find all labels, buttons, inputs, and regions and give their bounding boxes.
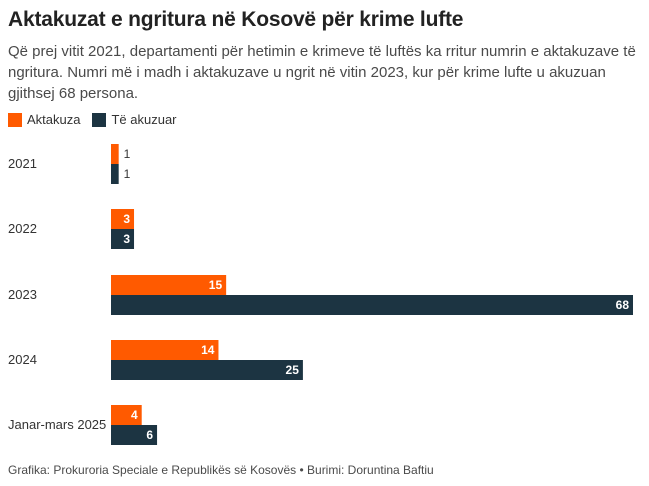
data-label: 14	[201, 343, 215, 357]
legend-item-te-akuzuar: Të akuzuar	[92, 112, 177, 127]
chart-footer: Grafika: Prokuroria Speciale e Republikë…	[8, 463, 434, 477]
bar-aktakuza	[111, 340, 219, 360]
category-label: 2023	[8, 287, 37, 302]
data-label: 15	[209, 278, 223, 292]
category-label: 2024	[8, 352, 37, 367]
legend-label-aktakuza: Aktakuza	[27, 112, 81, 127]
legend-swatch-te-akuzuar	[92, 112, 107, 127]
legend-swatch-aktakuza	[8, 112, 22, 127]
bar-te-akuzuar	[111, 295, 633, 315]
category-label: 2022	[8, 221, 37, 236]
bar-te-akuzuar	[111, 425, 158, 445]
bar-aktakuza	[111, 209, 135, 229]
category-label: Janar-mars 2025	[8, 417, 106, 432]
data-label: 3	[123, 232, 130, 246]
legend: Aktakuza Të akuzuar	[8, 112, 189, 127]
category-label: 2021	[8, 156, 37, 171]
data-label: 4	[131, 408, 138, 422]
bar-aktakuza	[111, 405, 142, 425]
bar-aktakuza	[111, 144, 119, 164]
data-label: 3	[123, 212, 130, 226]
data-label: 6	[146, 428, 153, 442]
legend-label-te-akuzuar: Të akuzuar	[111, 112, 177, 127]
bar-aktakuza	[111, 275, 227, 295]
data-label: 1	[124, 147, 131, 161]
data-label: 1	[124, 167, 131, 181]
bar-te-akuzuar	[111, 164, 119, 184]
data-label: 68	[616, 298, 630, 312]
chart-title: Aktakuzat e ngritura në Kosovë për krime…	[8, 8, 464, 31]
bar-te-akuzuar	[111, 360, 303, 380]
legend-item-aktakuza: Aktakuza	[8, 112, 80, 127]
bar-te-akuzuar	[111, 229, 135, 249]
data-label: 25	[286, 363, 300, 377]
chart-subtitle: Që prej vitit 2021, departamenti për het…	[8, 43, 636, 102]
